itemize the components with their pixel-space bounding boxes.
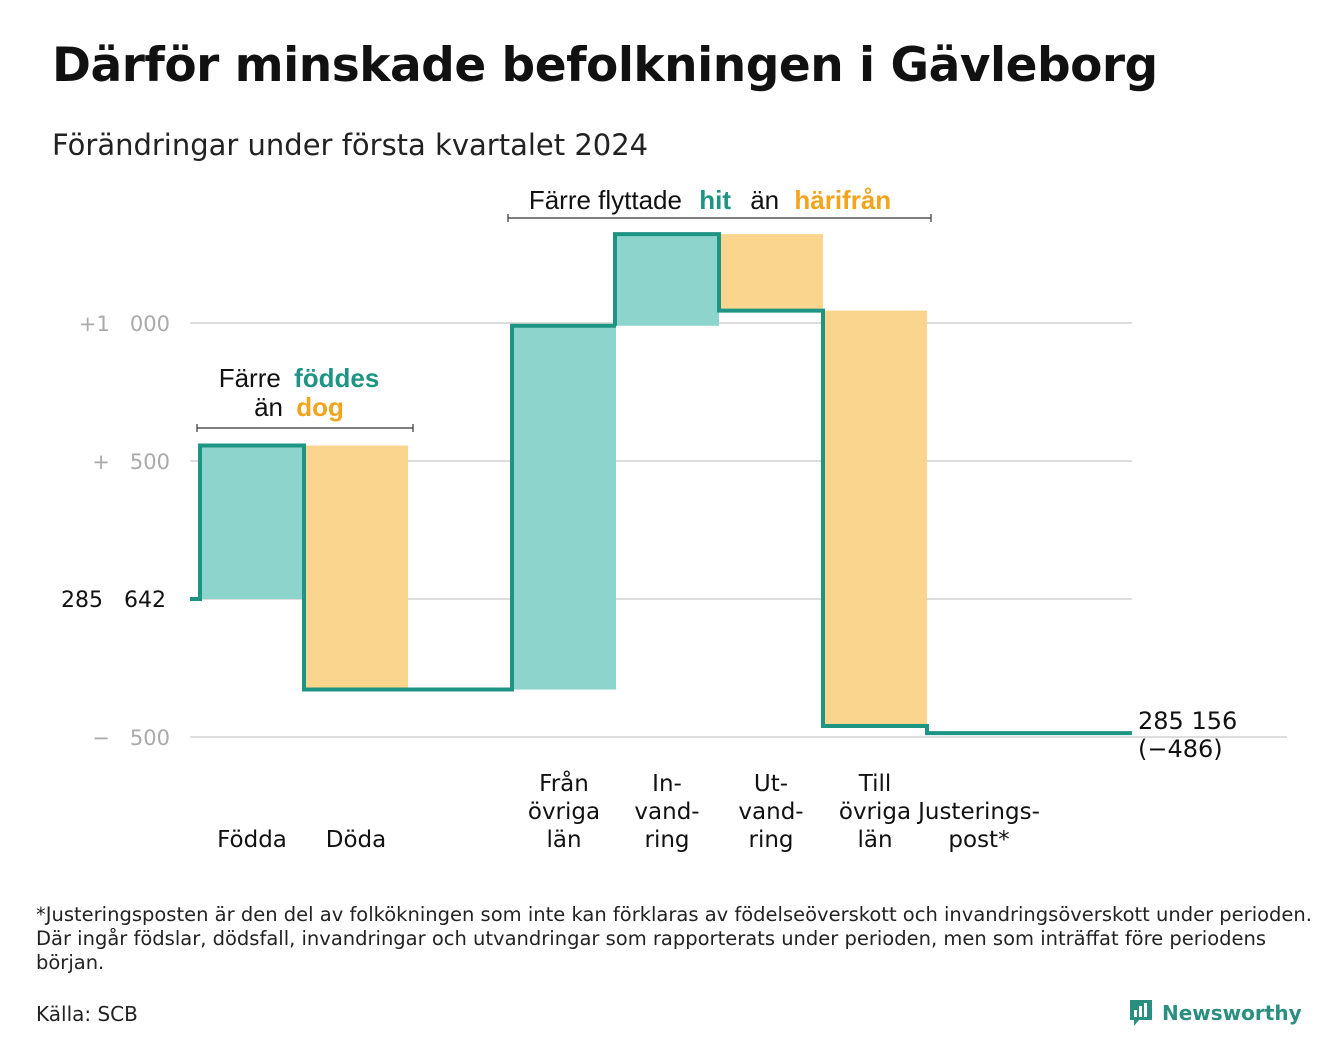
labels-layer: +1 000 + 500 − 500 285 642 285 156(−486) Född…: [61, 312, 1237, 853]
y-tick-label: + 500: [92, 450, 170, 474]
births-annotation-bracket: [196, 424, 414, 432]
svg-text:än dog: än dog: [254, 392, 344, 422]
x-category-label: In-vand-ring: [634, 771, 699, 853]
migration-annotation-highlight2: härifrån: [794, 185, 891, 215]
source-label: Källa: SCB: [36, 1002, 138, 1026]
footnote: *Justeringsposten är den del av folkökni…: [36, 903, 1312, 974]
svg-text:Färre flyttade hit: Färre flyttade hit än härifrån: [529, 185, 891, 215]
bar-utvandring: [719, 234, 823, 311]
cumulative-line-layer: [190, 232, 1132, 736]
births-annotation-middle: än: [254, 392, 283, 422]
migration-annotation-bracket: [507, 214, 932, 222]
chart-logo-icon: [1130, 1000, 1152, 1026]
migration-annotation: Färre flyttade hit än härifrån: [507, 185, 932, 222]
bar-invandring: [615, 234, 719, 326]
brand-name: Newsworthy: [1162, 1001, 1302, 1025]
births-annotation-highlight: föddes: [294, 363, 379, 393]
x-category-label: Födda: [217, 827, 287, 853]
start-value-label: 285 642: [61, 588, 166, 613]
bars-layer: [200, 234, 927, 726]
x-category-label: Från övriga län: [528, 769, 600, 853]
births-annotation-prefix: Färre: [219, 363, 281, 393]
cumulative-step-line: [190, 232, 1132, 736]
migration-annotation-prefix: Färre flyttade: [529, 185, 682, 215]
y-tick-label: +1 000: [79, 312, 170, 336]
end-change-label: (−486): [1138, 735, 1223, 763]
bar-döda: [304, 445, 408, 690]
chart-subtitle: Förändringar under första kvartalet 2024: [52, 128, 649, 162]
chart-title: Därför minskade befolkningen i Gävleborg: [52, 38, 1158, 93]
births-annotation-highlight2: dog: [296, 392, 344, 422]
x-category-label: Till övriga län: [839, 771, 911, 853]
births-annotation: Färre föddes än dog: [196, 363, 414, 432]
bar-frånövrigalän: [512, 325, 616, 690]
migration-annotation-highlight: hit: [699, 185, 731, 215]
x-category-label: Ut-vand-ring: [738, 771, 803, 853]
waterfall-chart: +1 000 + 500 − 500 285 642 285 156(−486) Född…: [61, 185, 1287, 853]
svg-text:Färre föddes: Färre föddes: [219, 363, 380, 393]
brand-logo: Newsworthy: [1128, 996, 1302, 1030]
end-value-label: 285 156: [1138, 707, 1237, 735]
x-category-label: Justerings-post*: [916, 799, 1040, 853]
migration-annotation-middle: än: [750, 185, 779, 215]
x-category-label: Döda: [326, 827, 386, 853]
y-tick-label: − 500: [92, 726, 170, 750]
bar-födda: [200, 445, 304, 599]
bar-tillövrigalän: [823, 310, 927, 726]
